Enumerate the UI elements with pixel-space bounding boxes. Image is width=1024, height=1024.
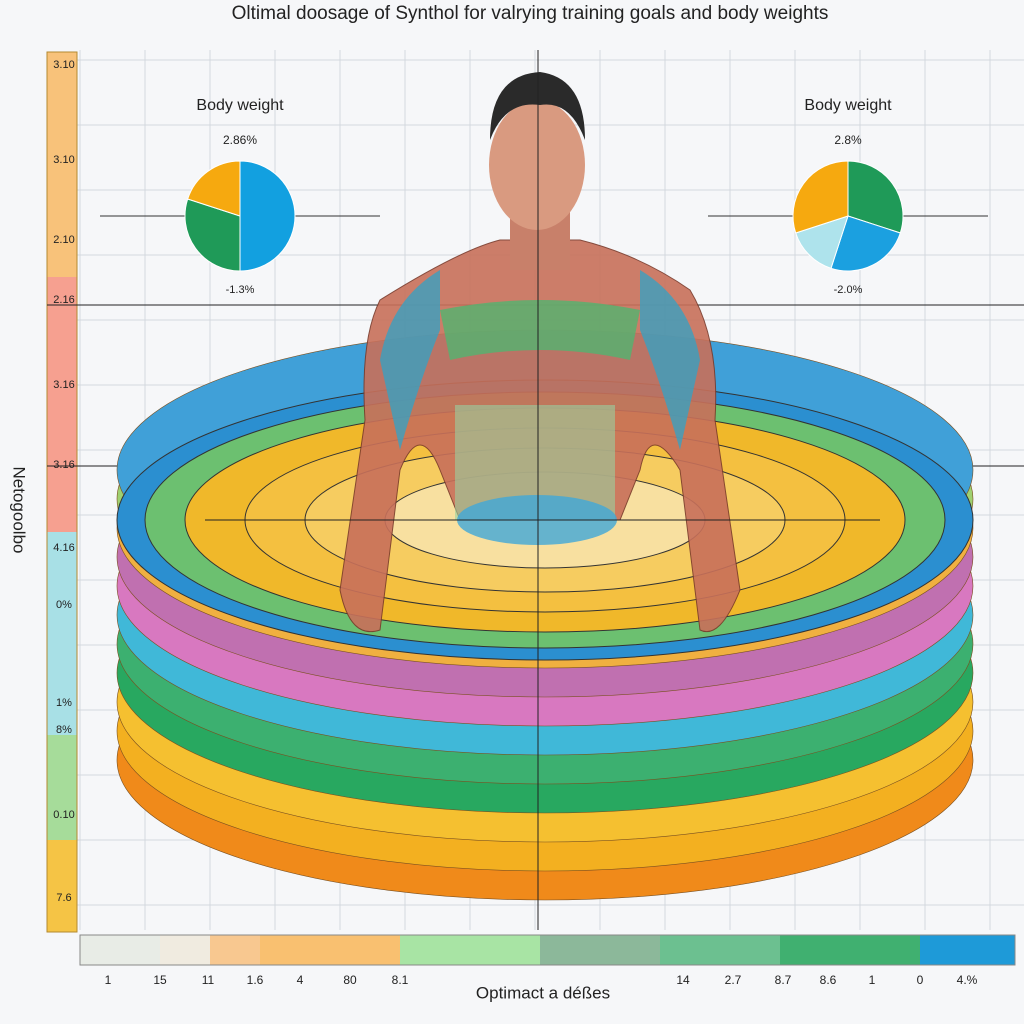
- y-tick-label: 3.10: [53, 154, 74, 166]
- y-tick-label: 3.16: [53, 459, 74, 471]
- y-tick-label: 8%: [56, 724, 72, 736]
- y-tick-label: 2.10: [53, 234, 74, 246]
- pie-slice: [239, 160, 296, 272]
- x-tick-label: 1: [105, 973, 112, 987]
- y-tick-label: 3.16: [53, 379, 74, 391]
- y-tick-label: 2.16: [53, 294, 74, 306]
- x-axis-label: Optimact a déßes: [476, 983, 610, 1002]
- pie-bottom-label: -2.0%: [834, 284, 863, 296]
- x-tick-label: 15: [153, 973, 167, 987]
- scale-labels: 3.10 3.10 2.10 2.16 3.16 3.16 4.16 0% 1% 8% 0.10 7.…: [53, 59, 977, 987]
- pie-top-label: 2.86%: [223, 133, 257, 147]
- x-tick-label: 8.6: [820, 973, 837, 987]
- pie-slice: [184, 198, 241, 272]
- x-tick-label: 14: [676, 973, 690, 987]
- figure-illustration: [339, 72, 741, 632]
- y-tick-label: 1%: [56, 697, 72, 709]
- y-axis-label: Netogoolbo: [10, 467, 29, 554]
- y-tick-label: 0.10: [53, 809, 74, 821]
- pie-slice: [792, 160, 849, 234]
- x-tick-label: 8.7: [775, 973, 792, 987]
- pie-title: Body weight: [804, 97, 892, 114]
- y-tick-label: 0%: [56, 599, 72, 611]
- pie-title: Body weight: [196, 97, 284, 114]
- y-tick-label: 3.10: [53, 59, 74, 71]
- pie-top-label: 2.8%: [834, 133, 862, 147]
- pies: Body weight 2.86% -1.3% Body weight 2.8% -2.0…: [100, 97, 988, 296]
- x-tick-label: 4: [297, 973, 304, 987]
- pie-bottom-label: -1.3%: [226, 284, 255, 296]
- x-tick-label: 4.%: [957, 973, 978, 987]
- left-color-bar: [46, 51, 78, 933]
- x-tick-label: 2.7: [725, 973, 742, 987]
- cylinder-illustration: [116, 329, 974, 901]
- x-tick-label: 80: [343, 973, 357, 987]
- pie-slice: [830, 215, 901, 272]
- x-tick-label: 0: [917, 973, 924, 987]
- x-tick-label: 8.1: [392, 973, 409, 987]
- bottom-color-strip: [79, 934, 1016, 966]
- title: Oltimal doosage of Synthol for valrying …: [232, 3, 829, 24]
- pie-slice: [847, 160, 904, 234]
- x-tick-label: 1: [869, 973, 876, 987]
- x-tick-label: 11: [202, 973, 215, 987]
- y-tick-label: 4.16: [53, 542, 74, 554]
- y-tick-label: 7.6: [56, 892, 71, 904]
- x-tick-label: 1.6: [247, 973, 264, 987]
- pie-slice: [187, 160, 241, 217]
